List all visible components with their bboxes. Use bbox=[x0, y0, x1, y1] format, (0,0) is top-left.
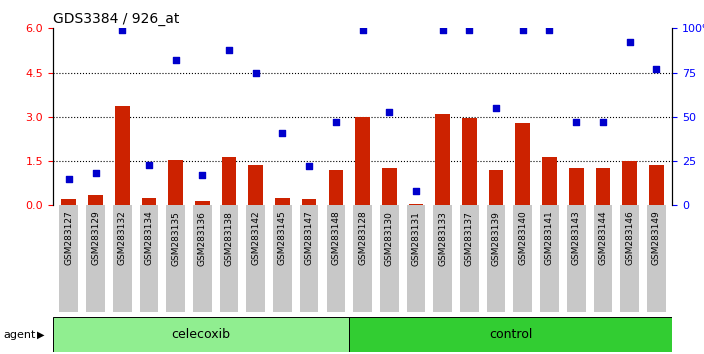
Bar bbox=[596, 169, 610, 205]
FancyBboxPatch shape bbox=[59, 205, 78, 312]
Point bbox=[491, 105, 502, 111]
Bar bbox=[489, 170, 503, 205]
Text: GSM283129: GSM283129 bbox=[91, 211, 100, 266]
Point bbox=[144, 162, 155, 167]
FancyBboxPatch shape bbox=[434, 205, 452, 312]
FancyBboxPatch shape bbox=[567, 205, 586, 312]
Text: GSM283132: GSM283132 bbox=[118, 211, 127, 266]
Point bbox=[170, 57, 181, 63]
Text: GSM283136: GSM283136 bbox=[198, 211, 207, 266]
Point bbox=[464, 27, 475, 33]
FancyBboxPatch shape bbox=[647, 205, 666, 312]
Text: GSM283141: GSM283141 bbox=[545, 211, 554, 266]
Point bbox=[544, 27, 555, 33]
FancyBboxPatch shape bbox=[193, 205, 212, 312]
Bar bbox=[61, 199, 76, 205]
Bar bbox=[382, 169, 396, 205]
Text: celecoxib: celecoxib bbox=[172, 328, 230, 341]
Bar bbox=[515, 123, 530, 205]
FancyBboxPatch shape bbox=[139, 205, 158, 312]
Text: GSM283143: GSM283143 bbox=[572, 211, 581, 266]
Text: GSM283128: GSM283128 bbox=[358, 211, 367, 266]
Text: ▶: ▶ bbox=[37, 330, 44, 339]
Bar bbox=[329, 170, 344, 205]
Bar bbox=[462, 118, 477, 205]
FancyBboxPatch shape bbox=[407, 205, 425, 312]
Text: GSM283142: GSM283142 bbox=[251, 211, 260, 265]
Bar bbox=[249, 166, 263, 205]
Text: GSM283139: GSM283139 bbox=[491, 211, 501, 266]
Bar bbox=[622, 161, 637, 205]
Point bbox=[410, 188, 422, 194]
FancyBboxPatch shape bbox=[540, 205, 559, 312]
Point bbox=[117, 27, 128, 33]
FancyBboxPatch shape bbox=[113, 205, 132, 312]
FancyBboxPatch shape bbox=[353, 205, 372, 312]
Text: GSM283134: GSM283134 bbox=[144, 211, 153, 266]
FancyBboxPatch shape bbox=[380, 205, 398, 312]
Bar bbox=[53, 317, 349, 352]
Bar bbox=[195, 201, 210, 205]
Bar bbox=[408, 204, 423, 205]
Point bbox=[223, 47, 234, 52]
FancyBboxPatch shape bbox=[486, 205, 505, 312]
Bar bbox=[302, 199, 317, 205]
FancyBboxPatch shape bbox=[327, 205, 345, 312]
FancyBboxPatch shape bbox=[460, 205, 479, 312]
Text: GSM283145: GSM283145 bbox=[278, 211, 287, 266]
Point bbox=[303, 164, 315, 169]
FancyBboxPatch shape bbox=[620, 205, 639, 312]
Text: control: control bbox=[489, 328, 532, 341]
Point bbox=[650, 66, 662, 72]
Text: GSM283148: GSM283148 bbox=[332, 211, 340, 266]
Text: GSM283133: GSM283133 bbox=[438, 211, 447, 266]
Point bbox=[624, 40, 635, 45]
FancyBboxPatch shape bbox=[86, 205, 105, 312]
Bar bbox=[542, 156, 557, 205]
Point bbox=[250, 70, 261, 75]
Point bbox=[570, 119, 582, 125]
Text: agent: agent bbox=[4, 330, 36, 339]
FancyBboxPatch shape bbox=[513, 205, 532, 312]
Bar bbox=[649, 166, 664, 205]
Text: GSM283131: GSM283131 bbox=[411, 211, 420, 266]
Point bbox=[90, 171, 101, 176]
Text: GSM283135: GSM283135 bbox=[171, 211, 180, 266]
FancyBboxPatch shape bbox=[593, 205, 612, 312]
Bar bbox=[88, 195, 103, 205]
Point bbox=[517, 27, 529, 33]
Text: GSM283130: GSM283130 bbox=[385, 211, 394, 266]
Text: GSM283144: GSM283144 bbox=[598, 211, 608, 265]
Text: GSM283140: GSM283140 bbox=[518, 211, 527, 266]
FancyBboxPatch shape bbox=[300, 205, 318, 312]
Bar bbox=[142, 198, 156, 205]
Text: GDS3384 / 926_at: GDS3384 / 926_at bbox=[53, 12, 180, 26]
Bar bbox=[275, 198, 290, 205]
FancyBboxPatch shape bbox=[246, 205, 265, 312]
Text: GSM283146: GSM283146 bbox=[625, 211, 634, 266]
Text: GSM283138: GSM283138 bbox=[225, 211, 234, 266]
Text: GSM283127: GSM283127 bbox=[64, 211, 73, 266]
Point bbox=[196, 172, 208, 178]
Point bbox=[277, 130, 288, 136]
Point bbox=[330, 119, 341, 125]
Bar bbox=[356, 117, 370, 205]
Point bbox=[384, 109, 395, 114]
Text: GSM283137: GSM283137 bbox=[465, 211, 474, 266]
Bar bbox=[222, 156, 237, 205]
Bar bbox=[168, 160, 183, 205]
Point bbox=[597, 119, 608, 125]
Bar bbox=[115, 107, 130, 205]
Text: GSM283147: GSM283147 bbox=[305, 211, 314, 266]
Bar bbox=[349, 317, 672, 352]
Point bbox=[357, 27, 368, 33]
Bar bbox=[569, 169, 584, 205]
Text: GSM283149: GSM283149 bbox=[652, 211, 661, 266]
FancyBboxPatch shape bbox=[166, 205, 185, 312]
Point bbox=[437, 27, 448, 33]
Point bbox=[63, 176, 75, 182]
FancyBboxPatch shape bbox=[273, 205, 291, 312]
FancyBboxPatch shape bbox=[220, 205, 239, 312]
Bar bbox=[435, 114, 450, 205]
